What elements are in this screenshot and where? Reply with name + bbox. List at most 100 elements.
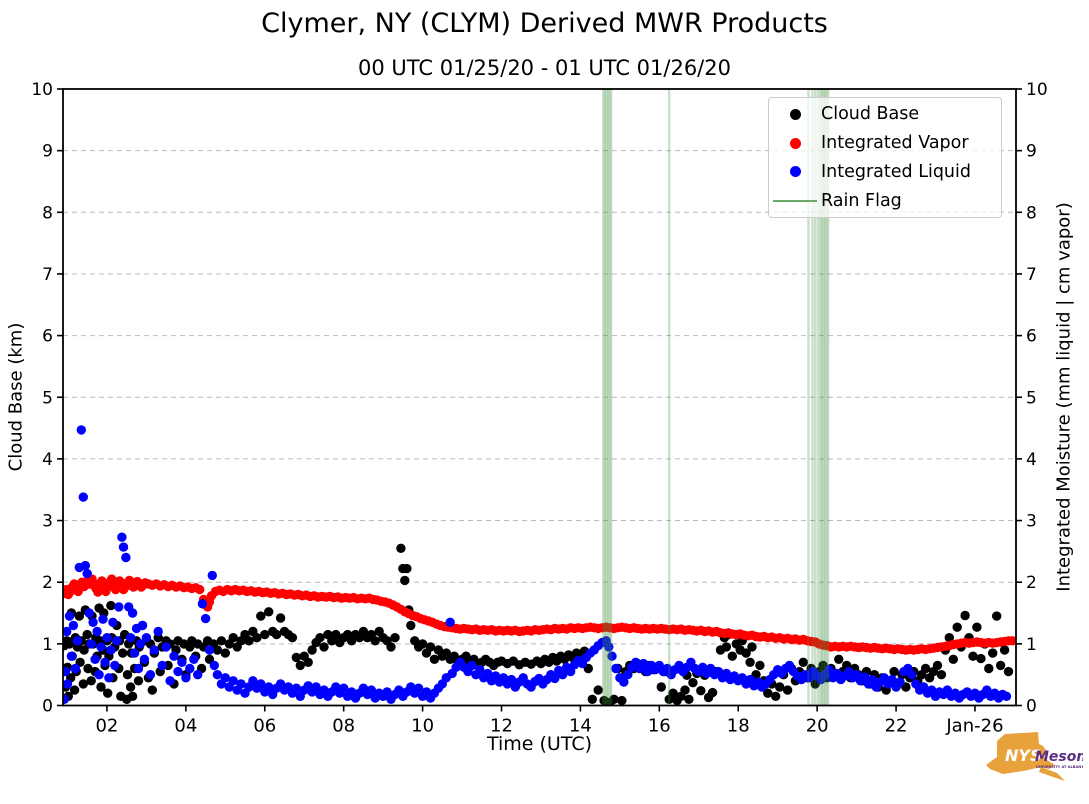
y-tick-label-right: 9: [1026, 142, 1037, 162]
y-tick-label-left: 0: [42, 697, 53, 717]
data-point: [992, 611, 1002, 621]
x-tick-label: 02: [95, 716, 118, 737]
data-point: [100, 657, 110, 667]
data-point: [185, 663, 195, 674]
logo-product-text: Mesonet: [1035, 749, 1083, 765]
data-point: [976, 653, 986, 664]
data-point: [558, 670, 568, 680]
x-tick-label: 14: [569, 716, 592, 737]
data-point: [707, 687, 718, 698]
x-tick-label: 10: [411, 716, 434, 737]
data-point: [63, 626, 72, 637]
data-point: [78, 492, 89, 502]
x-tick-label: Jan-26: [945, 716, 1003, 737]
data-point: [195, 584, 205, 595]
data-point: [125, 633, 136, 643]
chart-subtitle: 00 UTC 01/25/20 - 01 UTC 01/26/20: [358, 56, 731, 80]
y-tick-label-left: 10: [31, 80, 53, 100]
data-point: [688, 678, 698, 688]
data-point: [656, 682, 666, 692]
data-point: [932, 660, 943, 671]
data-point: [565, 666, 576, 677]
data-point: [984, 663, 994, 674]
data-point: [319, 642, 329, 652]
legend-item-integrated-liquid: Integrated Liquid: [769, 158, 1001, 186]
data-point: [189, 654, 199, 664]
data-point: [220, 648, 230, 658]
x-tick-label: 08: [332, 716, 355, 737]
data-point: [400, 575, 410, 586]
data-point: [165, 676, 175, 686]
data-point: [92, 626, 102, 637]
data-point: [84, 608, 94, 618]
data-point: [604, 642, 614, 652]
y-tick-label-right: 3: [1026, 512, 1037, 532]
data-point: [260, 629, 270, 640]
y-tick-label-left: 5: [42, 388, 53, 408]
data-point: [417, 639, 428, 649]
data-point: [137, 620, 148, 631]
data-point: [121, 552, 131, 563]
data-point: [607, 651, 617, 661]
data-point: [76, 425, 87, 435]
data-point: [550, 673, 560, 684]
data-point: [200, 613, 211, 624]
data-point: [149, 645, 159, 655]
data-point: [147, 685, 157, 695]
y-tick-label-right: 6: [1026, 327, 1037, 347]
data-point: [127, 608, 138, 618]
data-point: [264, 682, 274, 692]
data-point: [721, 642, 732, 652]
data-point: [936, 670, 947, 680]
y-tick-label-right: 7: [1026, 265, 1037, 285]
data-point: [110, 660, 120, 671]
data-point: [623, 670, 633, 680]
rain-flag-line-icon: [769, 199, 821, 202]
ny-state-tail: [1039, 767, 1065, 781]
legend-label: Integrated Liquid: [821, 161, 971, 182]
data-point: [177, 657, 187, 667]
data-point: [104, 673, 114, 683]
data-point: [386, 642, 396, 652]
data-point: [307, 645, 317, 655]
data-point: [1003, 666, 1014, 677]
data-point: [244, 636, 254, 646]
data-point: [228, 676, 238, 686]
data-point: [684, 694, 694, 704]
data-point: [197, 599, 208, 609]
data-point: [82, 568, 92, 579]
y-tick-label-left: 1: [42, 635, 53, 655]
data-layer: [63, 425, 1016, 706]
data-point: [74, 611, 85, 621]
data-point: [86, 676, 96, 686]
data-point: [207, 570, 217, 581]
data-point: [83, 663, 93, 674]
integrated-vapor-dot-icon: [769, 137, 821, 149]
x-tick-label: 04: [174, 716, 197, 737]
x-tick-label: 18: [727, 716, 750, 737]
data-point: [181, 673, 191, 683]
data-point: [256, 679, 266, 689]
data-point: [867, 674, 878, 685]
y-tick-label-left: 2: [42, 573, 53, 593]
y-tick-label-left: 8: [42, 203, 53, 223]
data-point: [611, 663, 621, 674]
data-point: [907, 670, 917, 680]
data-point: [63, 694, 69, 704]
legend-label: Cloud Base: [821, 104, 920, 125]
y-axis-label-right: Integrated Moisture (mm liquid | cm vapo…: [1053, 202, 1075, 592]
data-point: [1007, 636, 1016, 646]
data-point: [988, 648, 998, 658]
data-point: [587, 694, 597, 704]
data-point: [63, 666, 71, 677]
legend-item-rain-flag: Rain Flag: [769, 187, 1001, 215]
data-point: [129, 648, 140, 658]
data-point: [275, 613, 286, 623]
data-point: [366, 685, 376, 695]
data-point: [413, 683, 424, 693]
data-point: [122, 670, 133, 680]
data-point: [133, 663, 144, 674]
data-point: [303, 657, 313, 667]
data-point: [145, 670, 156, 680]
x-tick-label: 20: [806, 716, 829, 737]
